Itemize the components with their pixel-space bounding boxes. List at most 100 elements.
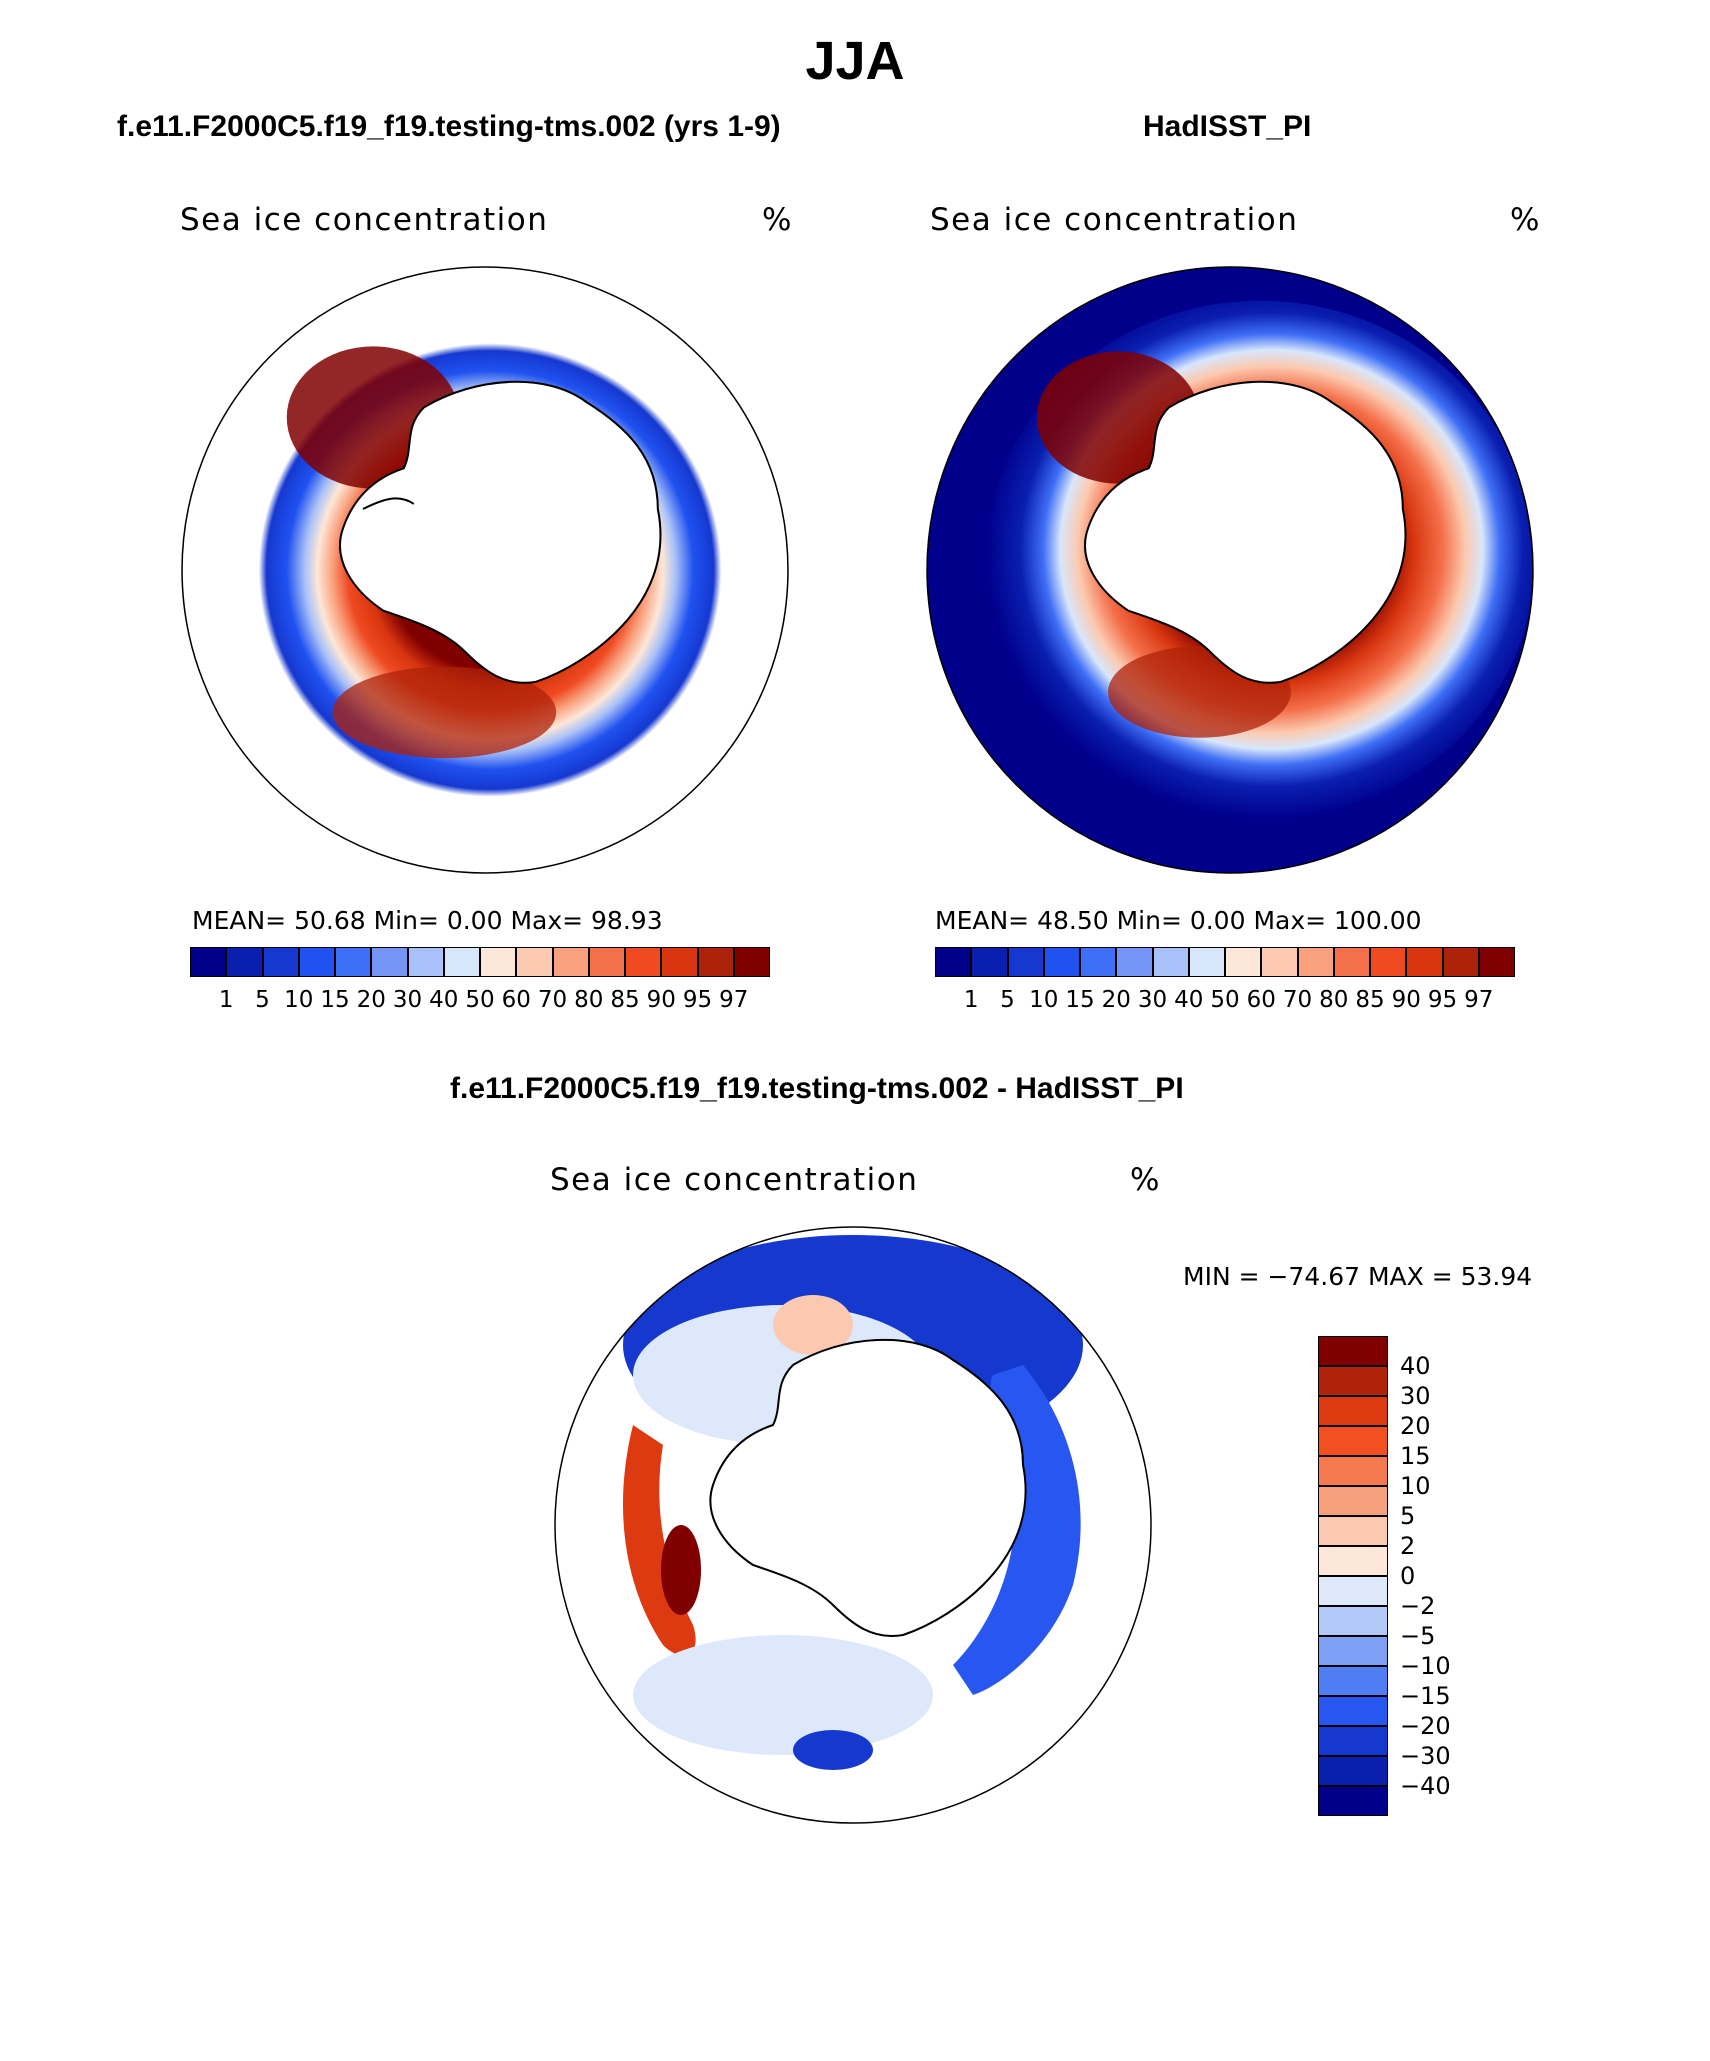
right-stats: MEAN= 48.50 Min= 0.00 Max= 100.00 [935, 906, 1422, 935]
colorbar-swatch [298, 947, 335, 977]
left-stats: MEAN= 50.68 Min= 0.00 Max= 98.93 [192, 906, 663, 935]
diff-colorbar-swatch [1318, 1456, 1388, 1486]
left-field-label: Sea ice concentration [180, 202, 549, 238]
diff-colorbar-tick-label: 30 [1400, 1382, 1431, 1410]
colorbar-tick-label: 60 [501, 987, 531, 1013]
colorbar-swatch [480, 947, 517, 977]
colorbar-swatch [190, 947, 227, 977]
colorbar-tick-label: 60 [1246, 987, 1276, 1013]
colorbar-tick-label: 50 [465, 987, 495, 1013]
diff-colorbar-swatch [1318, 1576, 1388, 1606]
colorbar-swatch [1297, 947, 1334, 977]
diff-colorbar-tick-label: −40 [1400, 1772, 1451, 1800]
colorbar-tick-label: 95 [682, 987, 713, 1013]
colorbar-swatch [1043, 947, 1080, 977]
diff-field-label: Sea ice concentration [550, 1162, 919, 1198]
colorbar-swatch [1333, 947, 1370, 977]
diff-colorbar-tick-label: −5 [1400, 1622, 1436, 1650]
colorbar-tick-label: 40 [429, 987, 459, 1013]
figure-title: JJA [805, 31, 905, 91]
colorbar-swatch [1406, 947, 1443, 977]
colorbar-tick-label: 5 [255, 987, 270, 1013]
colorbar-swatch [1225, 947, 1262, 977]
diff-colorbar-tick-label: 40 [1400, 1352, 1431, 1380]
colorbar-swatch [971, 947, 1008, 977]
diff-colorbar-swatch [1318, 1336, 1388, 1366]
diff-colorbar-swatch [1318, 1546, 1388, 1576]
colorbar-tick-label: 70 [1282, 987, 1313, 1013]
diff-colorbar-tick-label: 20 [1400, 1412, 1431, 1440]
right-panel-title: HadISST_PI [1143, 110, 1312, 143]
diff-colorbar-tick-label: −2 [1400, 1592, 1436, 1620]
colorbar-tick-label: 30 [1137, 987, 1168, 1013]
colorbar-tick-label: 97 [1464, 987, 1494, 1013]
right-units-label: % [1510, 202, 1541, 238]
colorbar-swatch [407, 947, 444, 977]
colorbar-tick-label: 70 [537, 987, 568, 1013]
colorbar-swatch [371, 947, 408, 977]
colorbar-tick-label: 85 [1355, 987, 1385, 1013]
colorbar-swatch [1370, 947, 1407, 977]
diff-colorbar-tick-label: −20 [1400, 1712, 1451, 1740]
colorbar-swatch [335, 947, 372, 977]
left-polar-map [181, 266, 789, 874]
colorbar-tick-label: 30 [392, 987, 423, 1013]
diff-colorbar: 40 30 20 15 10 5 2 0 −2 −5 −10 −15 −20 −30 −40 [1318, 1336, 1451, 1816]
diff-colorbar-swatch [1318, 1426, 1388, 1456]
colorbar-swatch [552, 947, 589, 977]
colorbar-swatch [1080, 947, 1117, 977]
diff-colorbar-swatch [1318, 1756, 1388, 1786]
right-field-label: Sea ice concentration [930, 202, 1299, 238]
colorbar-tick-label: 40 [1174, 987, 1204, 1013]
colorbar-swatch [697, 947, 734, 977]
colorbar-tick-label: 15 [1065, 987, 1095, 1013]
diff-colorbar-swatch [1318, 1666, 1388, 1696]
diff-colorbar-tick-label: 10 [1400, 1472, 1431, 1500]
diff-colorbar-tick-label: 5 [1400, 1502, 1416, 1530]
diff-colorbar-tick-label: −15 [1400, 1682, 1451, 1710]
colorbar-swatch [516, 947, 553, 977]
colorbar-tick-label: 80 [1319, 987, 1349, 1013]
colorbar-tick-label: 5 [1000, 987, 1015, 1013]
diff-stats: MIN = −74.67 MAX = 53.94 [1183, 1262, 1533, 1291]
right-polar-map [926, 266, 1534, 874]
diff-colorbar-swatch [1318, 1726, 1388, 1756]
colorbar-tick-label: 10 [284, 987, 314, 1013]
diff-colorbar-swatch [1318, 1396, 1388, 1426]
antarctica-landmass-right [1084, 380, 1407, 684]
colorbar-swatch [1478, 947, 1515, 977]
colorbar-tick-label: 10 [1029, 987, 1059, 1013]
colorbar-swatch [1007, 947, 1044, 977]
colorbar-swatch [588, 947, 625, 977]
diff-colorbar-swatch [1318, 1366, 1388, 1396]
colorbar-tick-label: 90 [646, 987, 676, 1013]
diff-colorbar-tick-label: 2 [1400, 1532, 1416, 1560]
diff-colorbar-tick-label: 15 [1400, 1442, 1431, 1470]
colorbar-swatch [935, 947, 972, 977]
colorbar-swatch [661, 947, 698, 977]
diff-colorbar-swatch [1318, 1486, 1388, 1516]
colorbar-tick-label: 90 [1391, 987, 1421, 1013]
colorbar-tick-label: 85 [610, 987, 640, 1013]
colorbar-swatch [1152, 947, 1189, 977]
diff-colorbar-swatch [1318, 1636, 1388, 1666]
colorbar-tick-label: 1 [218, 987, 234, 1013]
colorbar-tick-label: 97 [719, 987, 749, 1013]
antarctica-landmass [339, 380, 662, 684]
colorbar-swatch [1116, 947, 1153, 977]
diff-panel-title: f.e11.F2000C5.f19_f19.testing-tms.002 - … [450, 1072, 1184, 1105]
left-units-label: % [762, 202, 793, 238]
colorbar-swatch [1261, 947, 1298, 977]
colorbar-tick-label: 80 [574, 987, 604, 1013]
diff-polar-map [554, 1226, 1152, 1824]
diff-colorbar-tick-label: 0 [1400, 1562, 1416, 1590]
diff-colorbar-swatch [1318, 1786, 1388, 1816]
colorbar-tick-label: 15 [320, 987, 350, 1013]
diff-colorbar-tick-label: −10 [1400, 1652, 1451, 1680]
colorbar-tick-label: 1 [963, 987, 979, 1013]
colorbar-tick-label: 20 [1101, 987, 1131, 1013]
diff-colorbar-tick-label: −30 [1400, 1742, 1451, 1770]
left-colorbar: 1 5 10 15 20 30 40 50 60 70 80 85 90 95 97 [190, 947, 770, 1013]
diff-colorbar-swatch [1318, 1696, 1388, 1726]
diff-units-label: % [1130, 1162, 1161, 1198]
